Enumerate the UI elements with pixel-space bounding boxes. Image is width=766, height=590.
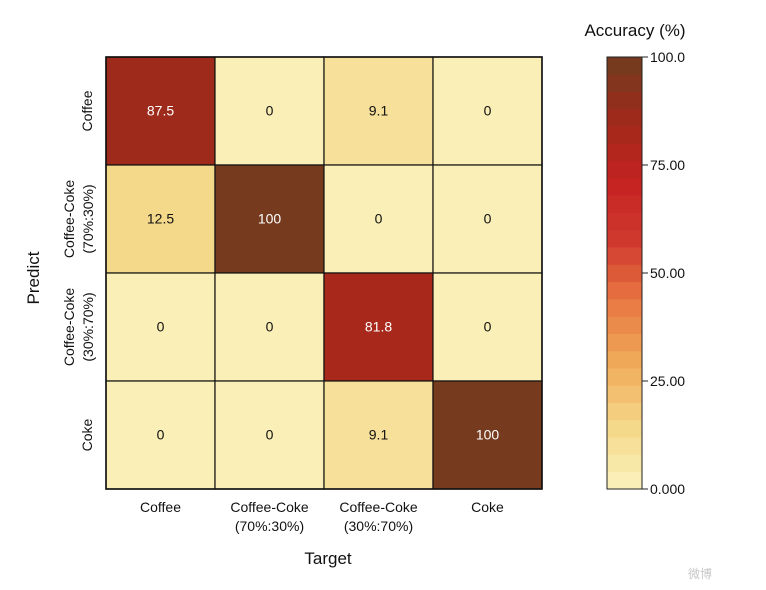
heatmap-cell — [214, 56, 325, 166]
cell-value-label: 100 — [258, 211, 282, 227]
colorbar-tick-label: 75.00 — [650, 157, 685, 173]
heatmap-cell — [432, 380, 543, 490]
colorbar-segment — [607, 143, 642, 162]
colorbar-segment — [607, 108, 642, 127]
heatmap-cell — [432, 272, 543, 382]
cell-value-label: 0 — [484, 211, 492, 227]
colorbar-tick-label: 50.00 — [650, 265, 685, 281]
colorbar-tick-label: 0.000 — [650, 481, 685, 497]
colorbar-segment — [607, 247, 642, 265]
colorbar-segment — [607, 212, 642, 231]
colorbar-segment — [607, 454, 642, 473]
watermark: 微博 — [688, 566, 712, 581]
colorbar-segment — [607, 177, 642, 196]
colorbar-segment — [607, 402, 642, 421]
cell-value-label: 0 — [157, 427, 165, 443]
y-tick-label: Coffee — [79, 90, 95, 131]
cell-value-label: 0 — [375, 211, 383, 227]
colorbar-segment — [607, 229, 642, 248]
cell-value-label: 100 — [476, 427, 500, 443]
colorbar-tick-label: 25.00 — [650, 373, 685, 389]
x-tick-label: Coffee-Coke (70%:30%) — [230, 499, 309, 534]
colorbar-segment — [607, 298, 642, 317]
colorbar-segment — [607, 74, 642, 92]
colorbar-segment — [607, 126, 642, 144]
y-tick-label: Coffee-Coke (30%:70%) — [61, 288, 96, 367]
colorbar-segment — [607, 57, 642, 75]
x-tick-label: Coffee — [140, 499, 181, 515]
colorbar-segment — [607, 91, 642, 110]
colorbar-segment — [607, 333, 642, 352]
cell-value-label: 0 — [266, 427, 274, 443]
heatmap-cell — [432, 164, 543, 274]
cell-value-label: 0 — [484, 319, 492, 335]
heatmap-cell — [105, 380, 216, 490]
colorbar-segment — [607, 368, 642, 386]
heatmap-border — [105, 56, 543, 490]
x-tick-labels: Coffee Coffee-Coke (70%:30%) Coffee-Coke (30… — [140, 499, 504, 534]
cell-value-label: 81.8 — [365, 319, 392, 335]
colorbar-title: Accuracy (%) — [584, 21, 685, 40]
x-tick-label: Coke — [471, 499, 504, 515]
heatmap-cell-labels: 87.5 0 9.1 0 12.5 100 0 0 0 0 81.8 0 0 0 9.1 100 — [147, 103, 500, 443]
colorbar-segment — [607, 160, 642, 179]
cell-value-label: 0 — [484, 103, 492, 119]
heatmap-cell — [105, 56, 216, 166]
heatmap-cell — [105, 164, 216, 274]
y-tick-labels: Coffee Coffee-Coke (70%:30%) Coffee-Coke (30… — [61, 90, 96, 451]
x-tick-label: Coffee-Coke (30%:70%) — [339, 499, 418, 534]
y-tick-label: Coke — [79, 418, 95, 451]
colorbar-segment — [607, 437, 642, 455]
colorbar-segment — [607, 195, 642, 213]
colorbar-segment — [607, 471, 642, 490]
heatmap-cell — [214, 380, 325, 490]
colorbar-segment — [607, 281, 642, 300]
colorbar-segment — [607, 419, 642, 438]
cell-value-label: 0 — [157, 319, 165, 335]
heatmap-cell — [214, 164, 325, 274]
heatmap-cell — [214, 272, 325, 382]
y-tick-label: Coffee-Coke (70%:30%) — [61, 180, 96, 259]
cell-value-label: 9.1 — [369, 427, 389, 443]
y-axis-title: Predict — [24, 251, 43, 304]
colorbar-ticks: 0.000 25.00 50.00 75.00 100.0 — [642, 49, 685, 497]
colorbar-tick-label: 100.0 — [650, 49, 685, 65]
colorbar-segment — [607, 385, 642, 403]
colorbar — [606, 56, 643, 490]
cell-value-label: 0 — [266, 103, 274, 119]
colorbar-segment — [607, 264, 642, 283]
colorbar-segment — [607, 316, 642, 334]
heatmap-cell — [432, 56, 543, 166]
heatmap-cells — [105, 56, 543, 490]
cell-value-label: 87.5 — [147, 103, 174, 119]
heatmap-cell — [323, 380, 434, 490]
cell-value-label: 9.1 — [369, 103, 389, 119]
colorbar-segment — [607, 350, 642, 369]
cell-value-label: 12.5 — [147, 211, 174, 227]
x-axis-title: Target — [304, 549, 352, 568]
cell-value-label: 0 — [266, 319, 274, 335]
